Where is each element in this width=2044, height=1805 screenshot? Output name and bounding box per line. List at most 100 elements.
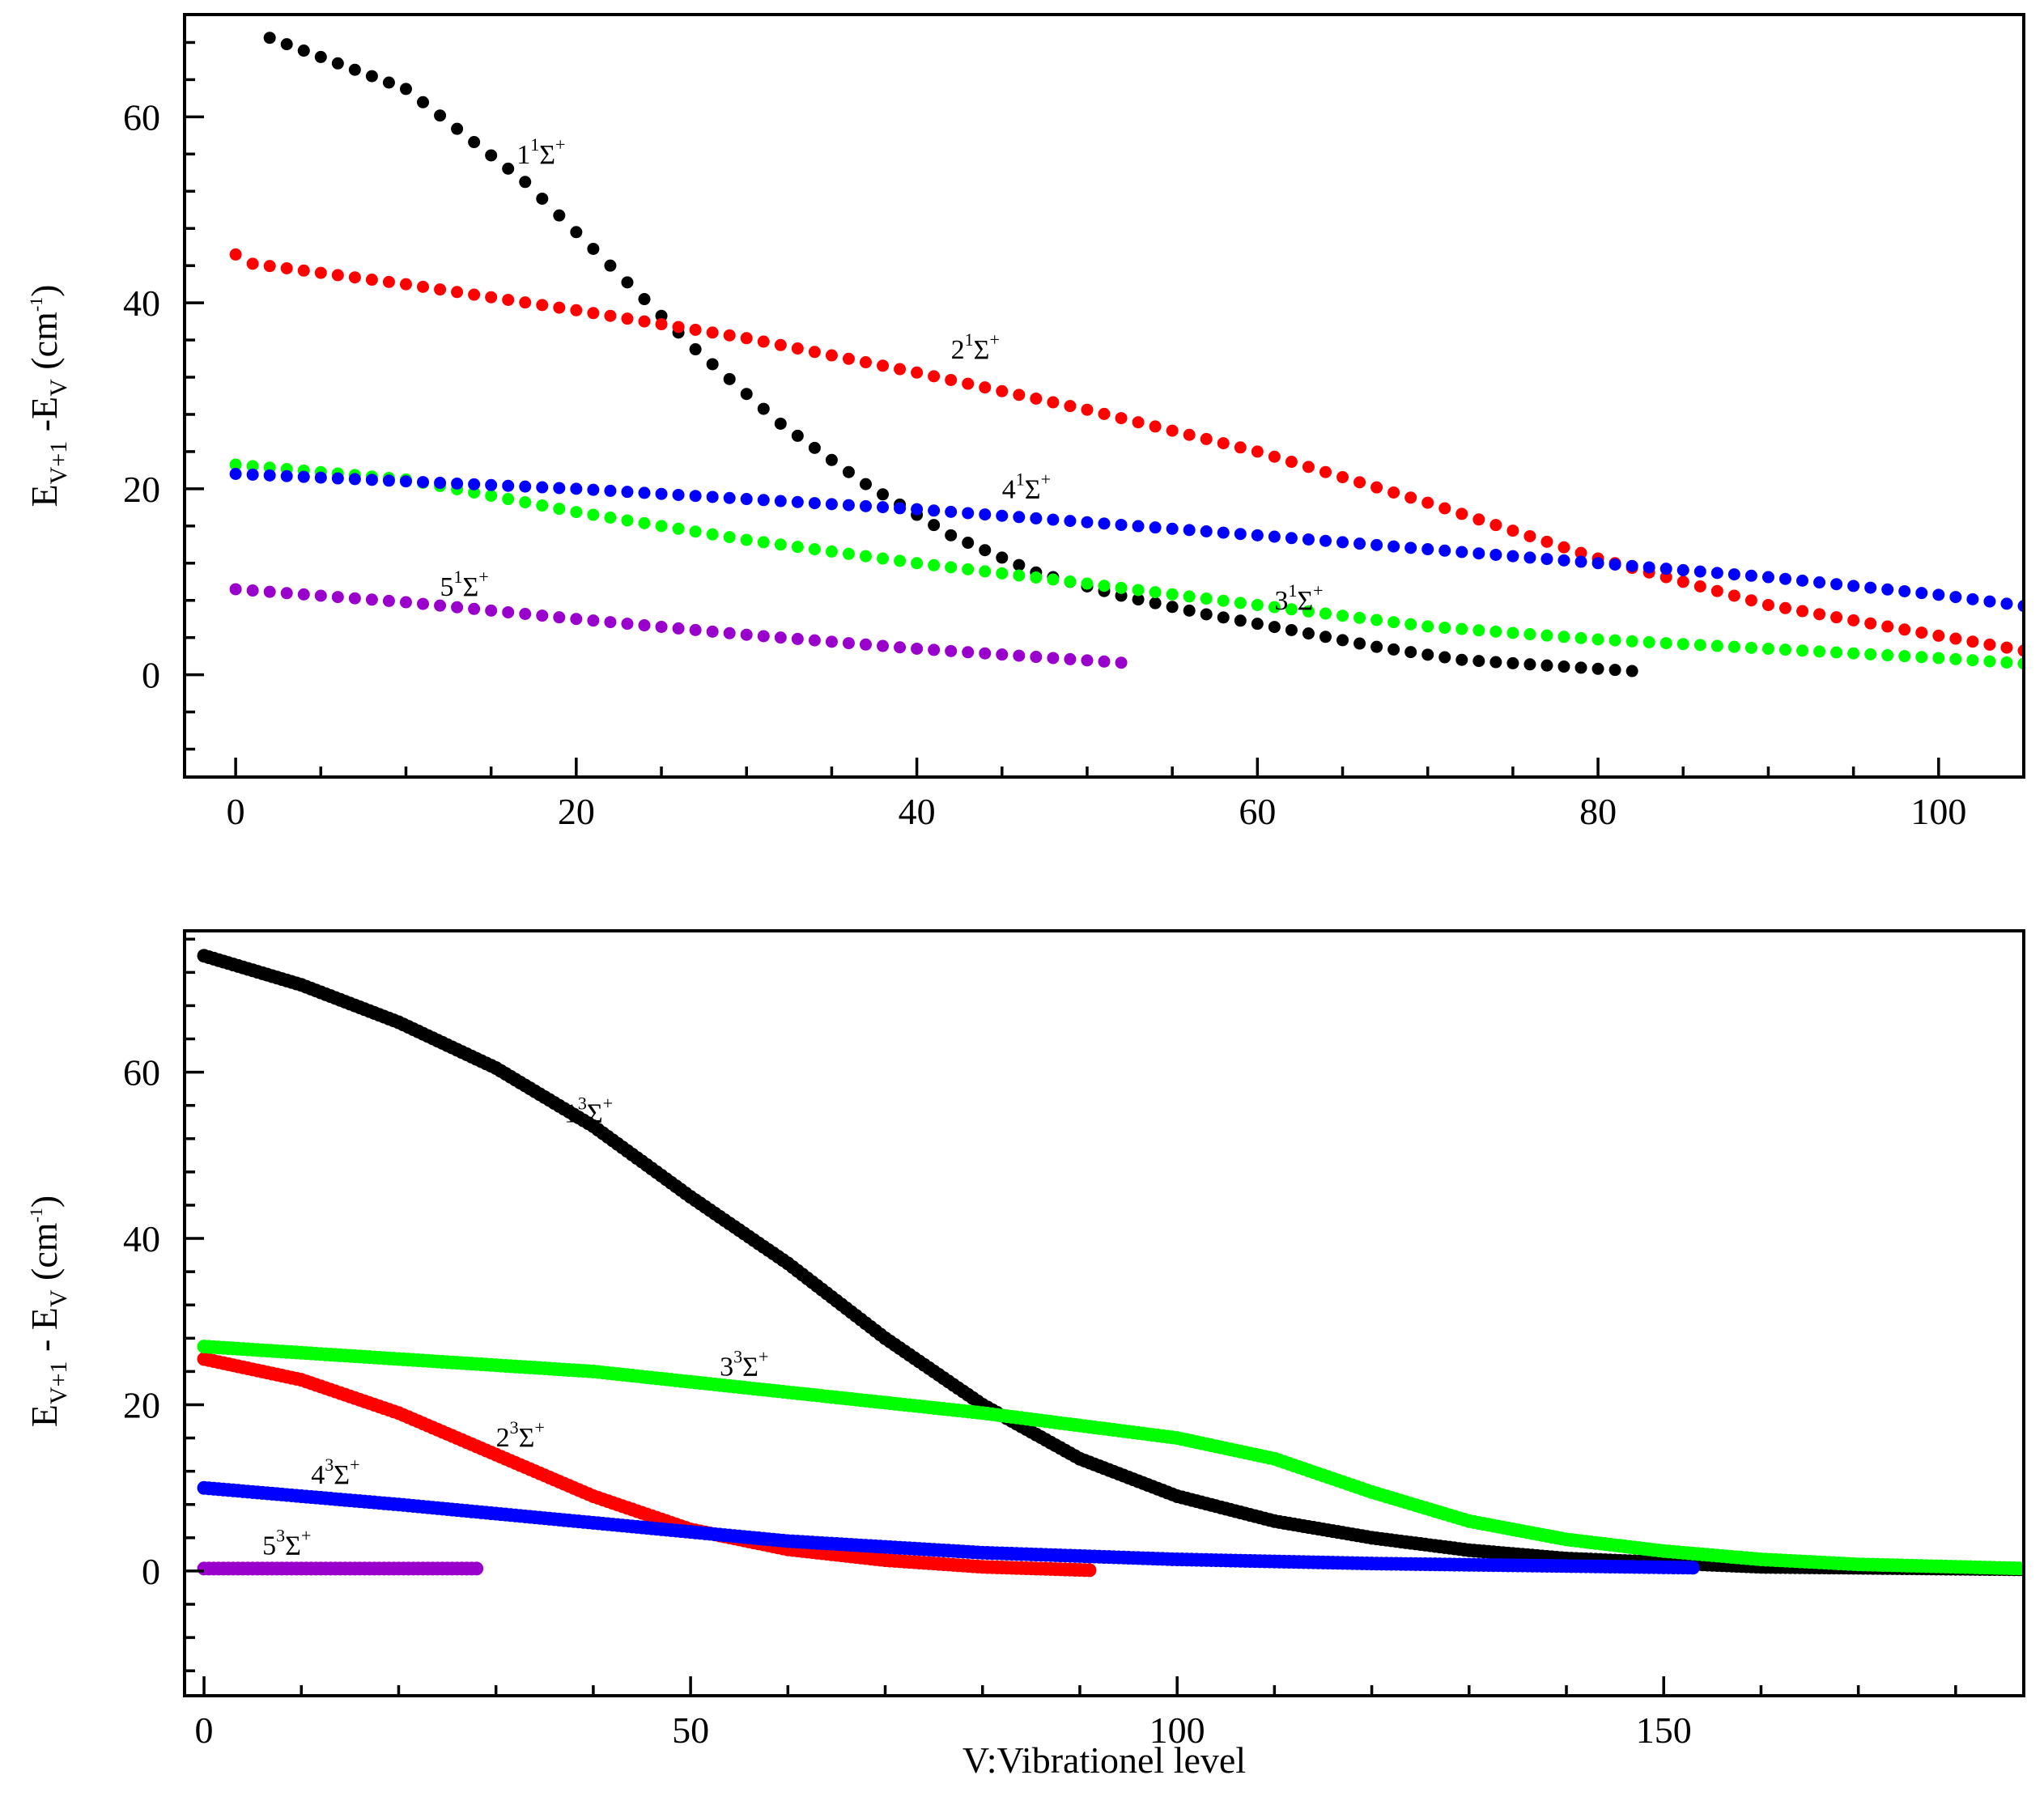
- data-point: [774, 495, 787, 508]
- data-point: [1285, 532, 1298, 545]
- data-point: [1421, 620, 1434, 633]
- data-point: [1676, 638, 1689, 651]
- data-point: [1421, 648, 1434, 661]
- data-point: [314, 266, 327, 279]
- series-3-3-1-sigma: [229, 458, 2024, 670]
- data-point: [1778, 572, 1791, 585]
- data-point: [1864, 581, 1877, 594]
- data-point: [877, 359, 890, 372]
- y-tick-label: 20: [123, 1384, 160, 1425]
- data-point: [1761, 598, 1774, 611]
- data-point: [859, 638, 872, 651]
- data-point: [1217, 437, 1230, 450]
- data-point: [1370, 640, 1383, 653]
- data-point: [757, 335, 770, 348]
- data-point: [382, 594, 395, 607]
- data-point: [638, 486, 651, 499]
- data-point: [451, 286, 464, 299]
- data-point: [1047, 396, 1060, 409]
- data-point: [434, 477, 447, 490]
- data-point: [1574, 631, 1587, 644]
- series-label: 11Σ+: [516, 134, 565, 170]
- data-point: [1336, 634, 1349, 647]
- data-point: [1438, 622, 1451, 635]
- data-point: [399, 475, 412, 488]
- data-point: [928, 519, 941, 532]
- data-point: [859, 478, 872, 491]
- data-point: [1217, 594, 1230, 607]
- series-4-4-1-sigma: [229, 468, 2024, 613]
- data-point: [1183, 428, 1196, 441]
- data-point: [1710, 584, 1723, 597]
- data-point: [723, 329, 736, 342]
- data-point: [1591, 633, 1604, 646]
- data-point: [962, 646, 975, 659]
- data-point: [1864, 648, 1877, 660]
- data-point: [1353, 637, 1366, 650]
- data-point: [1183, 590, 1196, 603]
- data-point: [1285, 456, 1298, 469]
- data-point: [1540, 659, 1553, 672]
- data-point: [1200, 525, 1213, 537]
- data-point: [587, 614, 600, 627]
- data-point: [1966, 654, 1979, 667]
- data-point: [2000, 641, 2013, 654]
- data-point: [1455, 546, 1468, 558]
- data-point: [246, 257, 259, 270]
- data-point: [740, 533, 753, 546]
- data-point: [1013, 511, 1026, 524]
- data-point: [842, 465, 855, 478]
- data-point: [1030, 651, 1043, 664]
- data-point: [1847, 614, 1860, 626]
- data-point: [1336, 609, 1349, 622]
- series-5-5-1-sigma: [229, 583, 1128, 669]
- data-point: [1047, 513, 1060, 526]
- data-point: [996, 509, 1009, 522]
- data-point: [1557, 660, 1570, 673]
- series-1-1-1-sigma: [263, 32, 1638, 677]
- data-point: [945, 505, 958, 518]
- data-point: [825, 635, 838, 648]
- data-point: [1506, 656, 1519, 669]
- data-point: [1796, 644, 1809, 657]
- data-point: [1472, 655, 1485, 668]
- data-point: [911, 366, 924, 379]
- data-point: [1149, 420, 1162, 433]
- data-point: [1149, 597, 1162, 609]
- data-point: [774, 538, 787, 551]
- data-point: [229, 248, 242, 261]
- data-point: [1761, 642, 1774, 655]
- data-point: [1847, 647, 1860, 660]
- y-tick-label: 0: [142, 1551, 160, 1592]
- data-point: [740, 332, 753, 345]
- data-point: [1591, 662, 1604, 675]
- data-point: [229, 583, 242, 596]
- data-point: [470, 1561, 484, 1576]
- data-point: [1268, 450, 1281, 463]
- data-point: [1387, 616, 1400, 629]
- x-tick-label: 80: [1579, 791, 1617, 832]
- data-point: [1404, 646, 1417, 659]
- data-point: [263, 585, 276, 598]
- data-point: [553, 482, 566, 495]
- data-point: [536, 299, 549, 312]
- data-point: [894, 641, 907, 654]
- data-point: [1166, 424, 1179, 437]
- data-point: [1404, 491, 1417, 504]
- data-point: [672, 321, 685, 333]
- data-point: [1285, 603, 1298, 616]
- data-point: [825, 349, 838, 362]
- data-point: [604, 259, 617, 272]
- data-point: [1557, 631, 1570, 643]
- data-point: [791, 541, 804, 554]
- data-point: [1932, 588, 1945, 601]
- data-point: [587, 508, 600, 521]
- data-point: [1813, 576, 1826, 589]
- data-point: [723, 491, 736, 504]
- data-point: [519, 608, 532, 620]
- data-point: [842, 499, 855, 512]
- data-point: [1574, 546, 1587, 559]
- data-point: [1081, 654, 1094, 667]
- data-point: [1166, 522, 1179, 535]
- data-point: [485, 149, 498, 162]
